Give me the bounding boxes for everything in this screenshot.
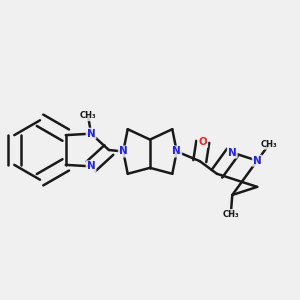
Text: N: N	[253, 156, 262, 166]
Text: O: O	[198, 137, 207, 147]
Text: CH₃: CH₃	[223, 210, 239, 219]
Text: N: N	[228, 148, 237, 158]
Text: CH₃: CH₃	[80, 111, 96, 120]
Text: N: N	[87, 129, 95, 139]
Text: N: N	[172, 146, 181, 157]
Text: CH₃: CH₃	[261, 140, 278, 149]
Text: N: N	[119, 146, 128, 157]
Text: N: N	[87, 161, 95, 171]
